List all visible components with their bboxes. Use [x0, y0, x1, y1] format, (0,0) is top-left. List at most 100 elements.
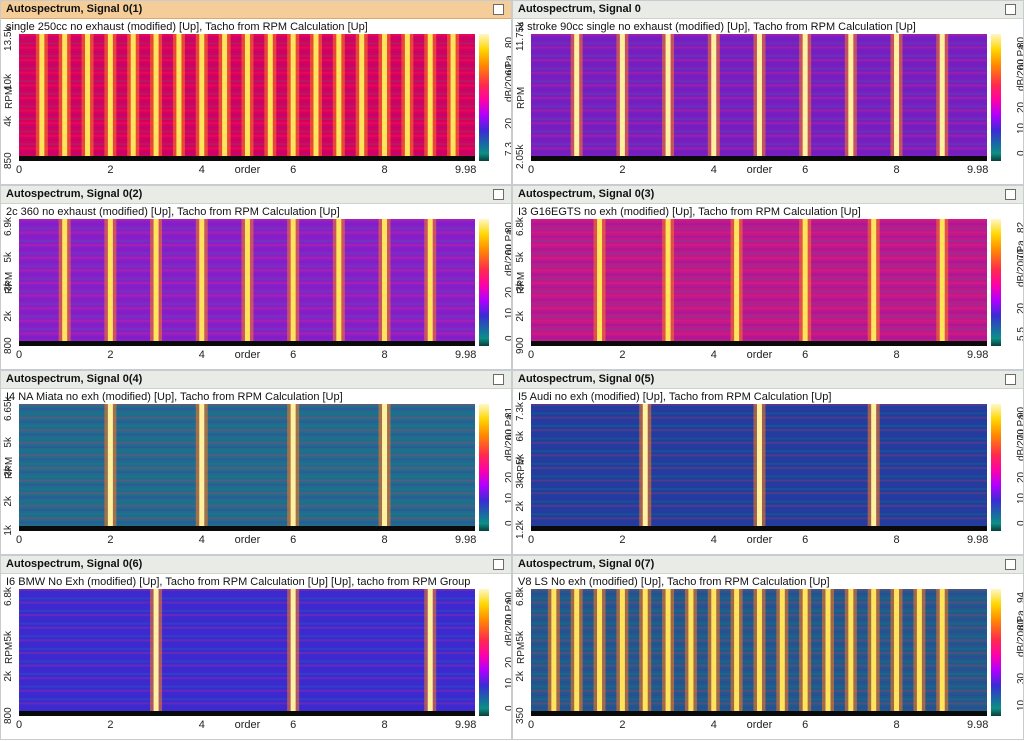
x-tick-label: 6: [802, 164, 809, 176]
spectrogram-texture-row: [19, 500, 475, 503]
spectrogram-texture-row: [19, 404, 475, 406]
autospectrum-panel[interactable]: Autospectrum, Signal 0(6) I6 BMW No Exh (…: [0, 555, 512, 740]
spectrogram-plot[interactable]: [531, 219, 987, 346]
y-axis-title: RPM: [4, 86, 15, 109]
colorbar-labels: 82 70 dB/20u Pa 20 5.5: [1004, 219, 1023, 346]
colorbar-label: 10: [1016, 699, 1024, 711]
order-band: [62, 219, 68, 341]
colorbar-label: dB/20u Pa: [504, 414, 512, 462]
autospectrum-panel[interactable]: Autospectrum, Signal 0(2) 2c 360 no exhau…: [0, 185, 512, 370]
panel-title-bar[interactable]: Autospectrum, Signal 0(6): [1, 556, 511, 574]
panel-title-bar[interactable]: Autospectrum, Signal 0(3): [513, 186, 1023, 204]
colorbar-label: 10: [504, 678, 512, 690]
spectrogram-background: [531, 219, 987, 346]
panel-title-bar[interactable]: Autospectrum, Signal 0(2): [1, 186, 511, 204]
x-axis-title: order: [746, 534, 773, 546]
panel-subtitle: 2c 360 no exhaust (modified) [Up], Tacho…: [6, 206, 340, 218]
panel-select-checkbox[interactable]: [493, 189, 504, 200]
spectrogram-texture-row: [531, 223, 987, 226]
order-band: [711, 34, 717, 156]
spectrogram-plot[interactable]: [531, 589, 987, 716]
spectrogram-texture-row: [531, 235, 987, 238]
y-tick-label: 2k: [515, 310, 526, 322]
y-tick-label: 6.8k: [515, 217, 526, 236]
y-tick-label: 5k: [3, 436, 14, 448]
spectrogram-texture-row: [19, 416, 475, 419]
order-band: [153, 219, 159, 341]
colorbar-label: 82: [1016, 221, 1024, 233]
x-tick-label: 2: [619, 164, 626, 176]
x-tick-label: 6: [290, 349, 297, 361]
autospectrum-panel[interactable]: Autospectrum, Signal 0(5) I5 Audi no exh …: [512, 370, 1024, 555]
colorbar-label: 20: [1016, 471, 1024, 483]
autospectrum-panel[interactable]: Autospectrum, Signal 0(4) I4 NA Miata no …: [0, 370, 512, 555]
panel-select-checkbox[interactable]: [1005, 4, 1016, 15]
panel-title-bar[interactable]: Autospectrum, Signal 0(5): [513, 371, 1023, 389]
spectrogram-texture-row: [19, 412, 475, 415]
spectrogram-texture-row: [531, 256, 987, 259]
colorbar-label: 10: [504, 493, 512, 505]
x-tick-label: 4: [198, 534, 205, 546]
spectrogram-plot[interactable]: [19, 404, 475, 531]
order-band: [336, 34, 342, 156]
y-tick-label: 800: [3, 707, 14, 724]
order-band: [642, 404, 648, 526]
x-tick-label: 6: [290, 719, 297, 731]
y-tick-label: 2k: [3, 670, 14, 682]
order-band: [802, 34, 808, 156]
y-axis-title: RPM: [4, 456, 15, 479]
x-tick-label: 4: [710, 349, 717, 361]
spectrogram-image: [19, 34, 475, 161]
order-band: [382, 219, 388, 341]
panel-select-checkbox[interactable]: [1005, 559, 1016, 570]
spectrogram-plot[interactable]: [531, 34, 987, 161]
spectrogram-texture-row: [19, 425, 475, 427]
order-band: [848, 34, 854, 156]
autospectrum-panel[interactable]: Autospectrum, Signal 0(7) V8 LS No exh (m…: [512, 555, 1024, 740]
panel-select-checkbox[interactable]: [493, 4, 504, 15]
panel-title-bar[interactable]: Autospectrum, Signal 0(4): [1, 371, 511, 389]
spectrogram-texture-row: [531, 261, 987, 263]
spectrogram-baseline: [531, 711, 987, 716]
panel-select-checkbox[interactable]: [1005, 374, 1016, 385]
spectrogram-texture-row: [531, 307, 987, 310]
colorbar-label: 7.3: [504, 142, 512, 156]
autospectrum-panel[interactable]: Autospectrum, Signal 0 2 stroke 90cc sing…: [512, 0, 1024, 185]
order-band: [916, 589, 922, 711]
y-tick-label: 850: [3, 152, 14, 169]
panel-title-bar[interactable]: Autospectrum, Signal 0(1): [1, 1, 511, 19]
panel-title-bar[interactable]: Autospectrum, Signal 0: [513, 1, 1023, 19]
spectrogram-plot[interactable]: [19, 589, 475, 716]
spectrogram-plot[interactable]: [19, 34, 475, 161]
panel-select-checkbox[interactable]: [493, 559, 504, 570]
colorbar-labels: 80 60 dB/20u Pa 20 7.3: [492, 34, 511, 161]
spectrogram-texture-row: [531, 282, 987, 284]
autospectrum-panel[interactable]: Autospectrum, Signal 0(3) I3 G16EGTS no e…: [512, 185, 1024, 370]
spectrogram-baseline: [19, 156, 475, 161]
panel-title: Autospectrum, Signal 0(5): [518, 373, 655, 385]
panel-title-bar[interactable]: Autospectrum, Signal 0(7): [513, 556, 1023, 574]
spectrogram-texture-row: [19, 433, 475, 436]
spectrogram-texture-row: [19, 694, 475, 696]
panel-select-checkbox[interactable]: [493, 374, 504, 385]
y-tick-label: 350: [515, 707, 526, 724]
order-band: [939, 589, 945, 711]
colorbar-label: 5.5: [1016, 327, 1024, 341]
spectrogram-plot[interactable]: [19, 219, 475, 346]
colorbar-label: dB/20u Pa: [504, 55, 512, 102]
x-tick-label: 6: [290, 534, 297, 546]
colorbar-label: 0: [1016, 150, 1023, 156]
x-tick-label: 8: [893, 534, 900, 546]
spectrogram-plot[interactable]: [531, 404, 987, 531]
colorbar-label: 20: [504, 656, 512, 668]
panel-title: Autospectrum, Signal 0(2): [6, 188, 143, 200]
y-axis-title: RPM: [516, 86, 527, 109]
panel-select-checkbox[interactable]: [1005, 189, 1016, 200]
spectrogram-texture-row: [531, 231, 987, 234]
order-band: [85, 34, 91, 156]
colorbar: [991, 589, 1001, 716]
spectrogram-texture-row: [19, 626, 475, 629]
autospectrum-panel[interactable]: Autospectrum, Signal 0(1) single 250cc no…: [0, 0, 512, 185]
spectrogram-texture-row: [19, 689, 475, 692]
